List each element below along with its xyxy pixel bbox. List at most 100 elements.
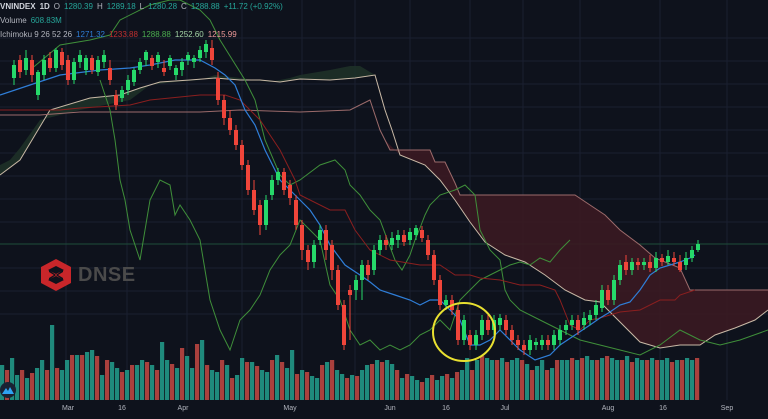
candle (426, 240, 430, 255)
volume-bar (195, 344, 200, 400)
ichimoku-cloud-bullish (0, 66, 375, 175)
candle (174, 68, 178, 75)
volume-bar (435, 380, 440, 400)
candle (288, 185, 292, 198)
volume-bar (495, 360, 500, 400)
volume-bar (290, 350, 295, 400)
volume-bar (150, 365, 155, 400)
candle (18, 60, 22, 72)
candle (504, 320, 508, 330)
close-value: 1288.88 (190, 2, 220, 11)
volume-bar (545, 370, 550, 400)
volume-bar (505, 362, 510, 400)
volume-bar (185, 356, 190, 400)
candle (30, 60, 34, 75)
x-axis[interactable]: Mar 16 Apr May Jun 16 Jul Aug 16 Sep (0, 400, 768, 419)
volume-bar (190, 368, 195, 400)
watermark-text: DNSE (78, 263, 136, 286)
candle (282, 172, 286, 190)
volume-bar (595, 360, 600, 400)
volume-bar (225, 365, 230, 400)
interval[interactable]: 1D (39, 2, 50, 11)
volume-bar (305, 372, 310, 400)
candle (570, 320, 574, 325)
volume-bar (660, 360, 665, 400)
volume-bar (15, 375, 20, 400)
volume-bar (550, 368, 555, 400)
volume-bar (450, 378, 455, 400)
volume-bar (395, 370, 400, 400)
volume-bar (560, 360, 565, 400)
volume-legend-row[interactable]: Volume 608.83M (0, 14, 283, 28)
candle (456, 310, 460, 340)
volume-bar (265, 372, 270, 400)
volume-bar (100, 375, 105, 400)
x-tick-label: Sep (720, 405, 734, 412)
open-value: 1280.39 (64, 2, 93, 11)
candle (438, 280, 442, 305)
volume-bar (315, 378, 320, 400)
candle (396, 235, 400, 240)
volume-bar (415, 380, 420, 400)
candle (12, 65, 16, 78)
volume-bar (140, 360, 145, 400)
x-tick-label: Apr (177, 405, 189, 412)
volume-bar (275, 355, 280, 400)
volume-bar (510, 360, 515, 400)
volume-label: Volume (0, 16, 27, 25)
volume-bar (205, 365, 210, 400)
volume-bar (455, 372, 460, 400)
volume-bar (425, 378, 430, 400)
candle (600, 290, 604, 308)
volume-bar (655, 360, 660, 400)
dnse-logo-icon (41, 259, 71, 291)
volume-bar (445, 374, 450, 400)
candle (108, 68, 112, 80)
volume-bar (530, 370, 535, 400)
volume-bar (145, 362, 150, 400)
ichimoku-lead2-value: 1215.99 (207, 30, 237, 39)
candle (42, 60, 46, 75)
candle (336, 270, 340, 305)
candle (576, 320, 580, 330)
volume-bar (670, 362, 675, 400)
volume-bar (675, 360, 680, 400)
candle (210, 48, 214, 60)
x-tick-label: Mar (61, 405, 75, 412)
x-tick-label: Jun (384, 405, 396, 412)
candle (90, 58, 94, 70)
tradingview-logo-button[interactable] (0, 382, 16, 398)
volume-bar (65, 360, 70, 400)
candle (546, 340, 550, 345)
candle (480, 320, 484, 335)
candle (198, 50, 202, 58)
volume-bar (525, 364, 530, 400)
ichimoku-cloud-bearish (380, 130, 768, 348)
volume-bar (235, 375, 240, 400)
volume-bar (115, 368, 120, 400)
volume-bar (400, 378, 405, 400)
symbol[interactable]: VNINDEX (0, 2, 36, 11)
volume-bar (215, 372, 220, 400)
volume-bar (585, 356, 590, 400)
volume-bars (0, 325, 700, 400)
ichimoku-legend-row[interactable]: Ichimoku 9 26 52 26 1271.32 1233.88 1288… (0, 28, 283, 42)
candle (510, 330, 514, 340)
candle (54, 50, 58, 68)
candle (48, 58, 52, 68)
volume-bar (170, 364, 175, 400)
candle (618, 265, 622, 280)
volume-bar (685, 358, 690, 400)
volume-bar (200, 340, 205, 400)
candle (624, 262, 628, 270)
candlesticks (12, 40, 700, 355)
volume-bar (60, 370, 65, 400)
candle (324, 230, 328, 250)
ichimoku-lead-a (0, 74, 768, 349)
volume-bar (600, 358, 605, 400)
candle (372, 250, 376, 270)
volume-bar (95, 356, 100, 400)
candle (144, 52, 148, 60)
